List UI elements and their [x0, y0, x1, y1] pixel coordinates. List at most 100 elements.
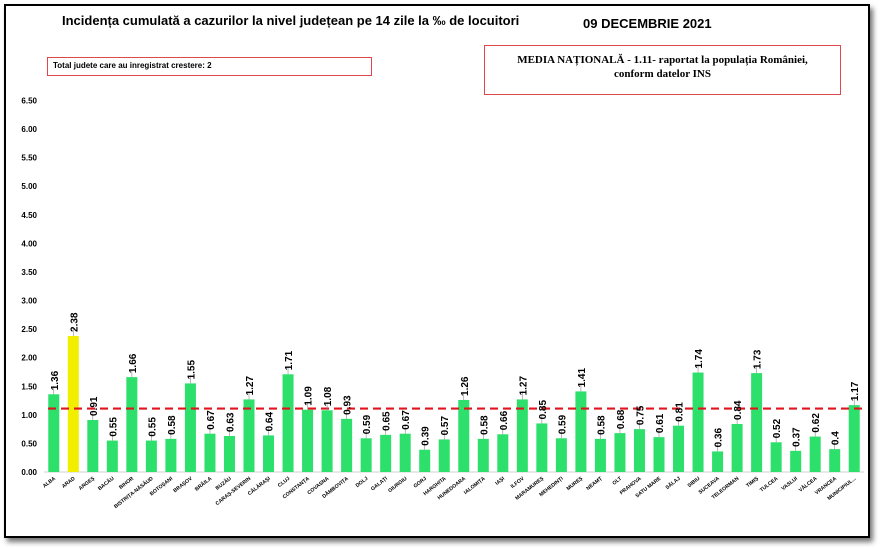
value-label: 1.74 [694, 349, 705, 369]
bar-11 [263, 435, 275, 472]
bar-9 [223, 435, 235, 472]
value-label: 0.57 [440, 416, 451, 436]
value-label: 0.37 [792, 427, 803, 447]
bar-29 [614, 433, 626, 472]
category-label: NEAMȚ [585, 475, 604, 492]
category-labels: ALBA ARAD ARGEȘ BACĂU BIHORBISTRIȚA-NĂSĂUDBO… [42, 475, 858, 510]
bar-19 [419, 449, 431, 472]
value-label: 0.55 [108, 417, 119, 437]
category-label: OLT [612, 475, 624, 486]
value-label: 0.4 [831, 431, 842, 445]
value-label: 1.26 [460, 376, 471, 396]
bar-37 [770, 442, 782, 472]
y-tick-label: 6.50 [21, 97, 37, 106]
y-tick-label: 5.00 [21, 182, 37, 191]
value-label: 0.61 [655, 413, 666, 433]
increase-counter-text: Total judete care au inregistrat crester… [53, 61, 212, 70]
y-tick-label: 1.50 [21, 382, 37, 391]
category-label: SIBIU [687, 476, 702, 489]
y-tick-label: 3.00 [21, 297, 37, 306]
value-label: 0.81 [675, 402, 686, 422]
category-label: SĂLAJ [664, 475, 682, 491]
value-label: 0.91 [89, 396, 100, 416]
category-label: GIURGIU [387, 476, 408, 495]
y-tick-label: 2.00 [21, 354, 37, 363]
value-label: 0.67 [206, 410, 217, 430]
bar-20 [438, 439, 450, 472]
value-label: 0.58 [596, 415, 607, 435]
value-label: 0.55 [147, 417, 158, 437]
national-average-box: MEDIA NAȚIONALĂ - 1.11- raportat la popu… [484, 45, 841, 95]
value-label: 0.59 [557, 414, 568, 434]
bar-30 [633, 429, 645, 472]
value-label: 0.59 [362, 414, 373, 434]
bars [48, 335, 860, 472]
value-label: 0.62 [811, 413, 822, 433]
bar-36 [751, 373, 763, 472]
value-label: 0.64 [265, 412, 276, 432]
value-label: 1.73 [753, 349, 764, 369]
bar-14 [321, 410, 333, 472]
value-label: 0.75 [635, 405, 646, 425]
category-label: ALBA [42, 476, 57, 490]
category-label: BACĂU [96, 475, 115, 492]
y-tick-label: 1.00 [21, 411, 37, 420]
category-label: GORJ [413, 476, 428, 490]
value-label: 1.36 [50, 370, 61, 390]
bar-3 [106, 440, 118, 472]
value-label: 0.39 [421, 426, 432, 446]
value-label: 1.41 [577, 368, 588, 388]
bar-16 [360, 438, 372, 472]
bar-13 [302, 409, 314, 472]
bar-35 [731, 423, 743, 472]
value-label: 2.38 [69, 312, 80, 332]
y-tick-label: 5.50 [21, 154, 37, 163]
value-label: 1.09 [304, 386, 315, 406]
y-tick-label: 3.50 [21, 268, 37, 277]
bar-18 [399, 433, 411, 472]
category-label: BRAȘOV [172, 476, 194, 495]
bar-1 [67, 335, 79, 472]
category-label: BRĂILA [193, 475, 213, 493]
category-label: ARGEȘ [78, 476, 97, 492]
value-label: 1.17 [850, 381, 861, 401]
increase-counter-box: Total judete care au inregistrat crester… [47, 57, 372, 76]
bar-5 [145, 440, 157, 472]
value-label: 0.52 [772, 418, 783, 438]
bar-25 [536, 423, 548, 472]
bar-8 [204, 433, 216, 472]
category-label: TULCEA [759, 476, 779, 494]
value-label: 1.71 [284, 350, 295, 370]
value-label: 0.67 [401, 410, 412, 430]
bar-21 [458, 399, 470, 472]
bar-28 [594, 438, 606, 472]
category-label: CLUJ [277, 476, 291, 489]
bar-22 [477, 438, 489, 472]
bar-10 [243, 399, 255, 472]
bar-6 [165, 438, 177, 472]
bar-38 [790, 450, 802, 472]
value-label: 0.58 [167, 415, 178, 435]
bar-4 [126, 377, 138, 472]
chart-title: Incidența cumulată a cazurilor la nivel … [62, 13, 520, 28]
y-tick-label: 6.00 [21, 125, 37, 134]
category-label: IAȘI [494, 476, 506, 487]
bar-33 [692, 372, 704, 472]
category-label: MUREȘ [566, 476, 585, 493]
bar-26 [555, 438, 567, 472]
value-label: 0.66 [499, 410, 510, 430]
value-label: 1.27 [245, 376, 256, 396]
y-tick-label: 0.50 [21, 439, 37, 448]
bar-39 [809, 436, 821, 472]
value-label: 0.63 [225, 412, 236, 432]
y-tick-label: 4.50 [21, 211, 37, 220]
value-label: 0.36 [714, 428, 725, 448]
y-tick-label: 2.50 [21, 325, 37, 334]
bar-34 [712, 451, 724, 472]
category-label: TIMIȘ [745, 476, 760, 490]
y-tick-label: 0.00 [21, 468, 37, 477]
value-label: 1.08 [323, 386, 334, 406]
value-label: 0.84 [733, 400, 744, 420]
value-label: 1.27 [518, 376, 529, 396]
category-label: DOLJ [355, 476, 370, 489]
